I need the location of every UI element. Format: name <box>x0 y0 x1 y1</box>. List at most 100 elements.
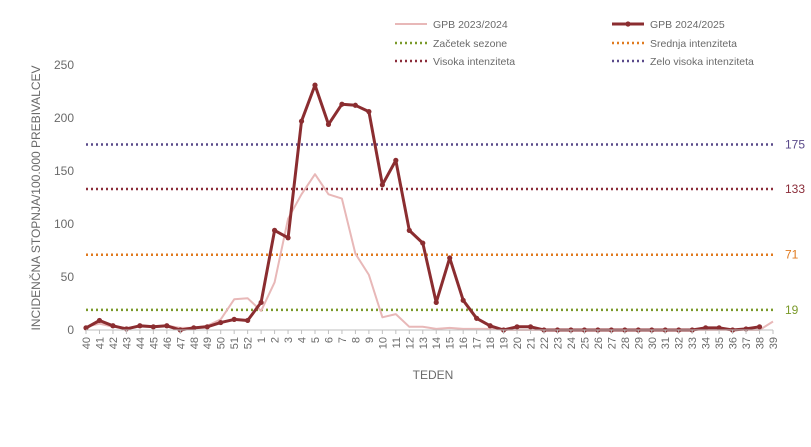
x-tick-label: 14 <box>431 337 443 349</box>
series-point <box>756 324 763 330</box>
series-point <box>406 227 412 233</box>
series-point <box>231 316 237 322</box>
series-point <box>325 121 332 127</box>
series-point <box>110 323 116 329</box>
threshold-value-label: 19 <box>785 303 799 317</box>
series-point <box>298 118 305 124</box>
x-tick-label: 15 <box>445 337 457 349</box>
y-tick-label: 100 <box>54 217 74 231</box>
x-tick-label: 1 <box>256 337 268 343</box>
y-tick-label: 150 <box>54 164 74 178</box>
x-tick-label: 37 <box>741 337 753 349</box>
x-tick-label: 32 <box>674 337 686 349</box>
x-tick-label: 18 <box>485 337 497 349</box>
x-tick-label: 7 <box>337 337 349 343</box>
series-point <box>420 240 426 246</box>
series-point <box>137 323 143 329</box>
legend-label: GPB 2023/2024 <box>433 19 508 31</box>
y-tick-label: 200 <box>54 111 74 125</box>
series-point <box>514 324 520 330</box>
x-tick-label: 22 <box>539 337 551 349</box>
x-tick-label: 39 <box>768 337 780 349</box>
series-point <box>339 101 345 107</box>
x-tick-label: 5 <box>310 337 322 343</box>
series-point <box>164 323 170 329</box>
threshold-value-label: 133 <box>785 182 805 196</box>
x-tick-label: 4 <box>297 337 309 343</box>
series-point <box>447 255 453 261</box>
series-line <box>85 173 774 331</box>
y-tick-label: 0 <box>67 323 74 337</box>
x-tick-label: 33 <box>687 337 699 349</box>
x-tick-label: 38 <box>755 337 767 349</box>
x-tick-label: 41 <box>95 337 107 349</box>
legend-label: Visoka intenziteta <box>433 56 515 68</box>
x-tick-label: 9 <box>364 337 376 343</box>
x-tick-label: 21 <box>526 337 538 349</box>
series-point <box>379 182 385 188</box>
series-point <box>703 325 709 331</box>
x-tick-label: 24 <box>566 337 578 349</box>
series-point <box>96 317 103 324</box>
series-point <box>258 299 264 306</box>
x-tick-label: 12 <box>404 337 416 349</box>
x-tick-label: 10 <box>377 337 389 349</box>
x-tick-label: 35 <box>714 337 726 349</box>
series-point <box>366 109 372 115</box>
x-tick-label: 52 <box>243 337 255 349</box>
x-tick-label: 23 <box>553 337 565 349</box>
series-line <box>85 83 760 332</box>
x-tick-label: 40 <box>81 337 93 349</box>
x-tick-label: 30 <box>647 337 659 349</box>
data-series <box>83 82 774 333</box>
x-tick-label: 3 <box>283 337 295 343</box>
threshold-value-label: 175 <box>785 138 805 152</box>
x-tick-label: 44 <box>135 337 147 349</box>
legend-swatch-marker <box>625 21 631 27</box>
threshold-lines: 19 71 133 175 <box>86 138 805 317</box>
series-point <box>527 324 534 330</box>
series-point <box>716 325 722 331</box>
x-tick-label: 17 <box>472 337 484 349</box>
x-tick-label: 13 <box>418 337 430 349</box>
x-tick-label: 26 <box>593 337 605 349</box>
series-point <box>150 324 156 330</box>
x-tick-label: 46 <box>162 337 174 349</box>
x-tick-label: 6 <box>324 337 336 343</box>
x-tick-label: 43 <box>121 337 133 349</box>
legend-label: Začetek sezone <box>433 38 507 50</box>
x-tick-label: 50 <box>216 337 228 349</box>
series-point <box>474 315 480 321</box>
series-point <box>460 297 466 303</box>
x-tick-label: 49 <box>202 337 214 349</box>
x-axis-label: TEDEN <box>413 368 454 382</box>
x-tick-label: 48 <box>189 337 201 349</box>
x-tick-label: 42 <box>108 337 120 349</box>
x-tick-label: 2 <box>270 337 282 343</box>
series-point <box>245 317 251 324</box>
series-point <box>191 325 197 331</box>
x-tick-label: 19 <box>499 337 511 349</box>
series-point <box>312 82 318 88</box>
x-tick-label: 36 <box>728 337 740 349</box>
chart-legend: GPB 2023/2024 GPB 2024/2025 Začetek sezone… <box>395 19 754 68</box>
series-point <box>433 299 439 306</box>
x-tick-label: 29 <box>633 337 645 349</box>
y-tick-label: 50 <box>61 270 75 284</box>
x-tick-label: 34 <box>701 337 713 349</box>
legend-label: GPB 2024/2025 <box>650 19 725 31</box>
series-point <box>271 227 278 233</box>
x-tick-label: 28 <box>620 337 632 349</box>
y-tick-label: 250 <box>54 58 74 72</box>
x-tick-label: 45 <box>148 337 160 349</box>
x-tick-label: 27 <box>606 337 618 349</box>
x-axis: 40 41 42 43 44 45 46 47 48 49 50 51 52 1 2 3 4 5 6 7 8 9 10 11 1… <box>81 329 780 349</box>
threshold-value-label: 71 <box>785 248 799 262</box>
legend-label: Zelo visoka intenziteta <box>650 56 754 68</box>
x-tick-label: 11 <box>391 337 403 348</box>
legend-label: Srednja intenziteta <box>650 38 737 50</box>
x-tick-label: 20 <box>512 337 524 349</box>
series-point <box>83 325 89 331</box>
x-tick-label: 8 <box>350 337 362 343</box>
